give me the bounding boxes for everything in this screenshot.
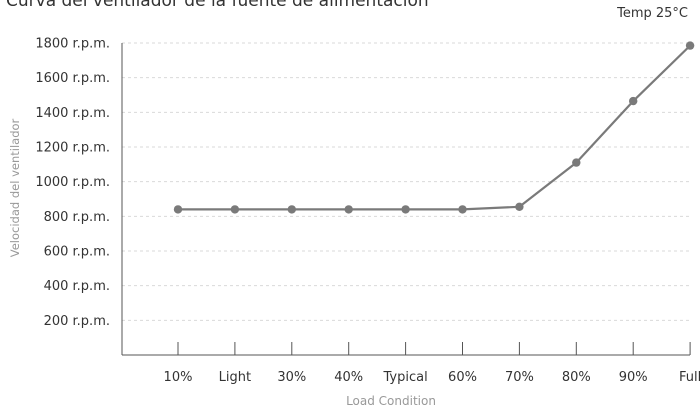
y-tick-label: 200 r.p.m. (44, 314, 110, 329)
y-tick-label: 800 r.p.m. (44, 210, 110, 225)
data-point (685, 41, 695, 50)
y-axis-title: Velocidad del ventilador (8, 118, 22, 257)
y-tick-label: 1000 r.p.m. (35, 175, 110, 190)
x-tick-label: Typical (382, 370, 427, 385)
x-tick-label: 80% (562, 370, 591, 385)
y-tick-label: 1800 r.p.m. (35, 37, 110, 52)
x-axis-title: Load Condition (346, 394, 436, 408)
data-point (572, 158, 581, 167)
temperature-annotation: Temp 25°C (617, 6, 688, 21)
data-point (401, 205, 410, 214)
x-tick-label: 40% (334, 370, 363, 385)
data-point (515, 202, 524, 211)
series-line (176, 44, 692, 211)
x-tick-label: Light (219, 370, 251, 385)
data-point (287, 205, 296, 214)
x-tick-label: 70% (505, 370, 534, 385)
grid-layer (122, 42, 690, 321)
x-tick-label: 60% (448, 370, 477, 385)
y-tick-label: 1400 r.p.m. (35, 106, 110, 121)
x-tick-label: 30% (277, 370, 306, 385)
data-point (173, 205, 183, 214)
x-tick-label: 90% (619, 370, 648, 385)
label-layer: Load Condition Velocidad del ventilador (8, 118, 436, 408)
axis-layer: 200 r.p.m. 400 r.p.m. 600 r.p.m. 800 r.p.m.… (35, 37, 700, 386)
data-point (458, 205, 467, 214)
y-tick-label: 1600 r.p.m. (35, 71, 110, 86)
y-tick-label: 400 r.p.m. (44, 279, 110, 294)
y-tick-label: 1200 r.p.m. (35, 141, 110, 156)
y-tick-label: 600 r.p.m. (44, 245, 110, 260)
data-point (344, 205, 353, 214)
data-point (629, 96, 638, 106)
x-tick-label: Full (679, 370, 700, 385)
chart-title: Curva del ventilador de la fuente de ali… (6, 0, 429, 11)
x-tick-label: 10% (164, 370, 193, 385)
data-point (230, 205, 240, 214)
series-layer (173, 41, 695, 214)
